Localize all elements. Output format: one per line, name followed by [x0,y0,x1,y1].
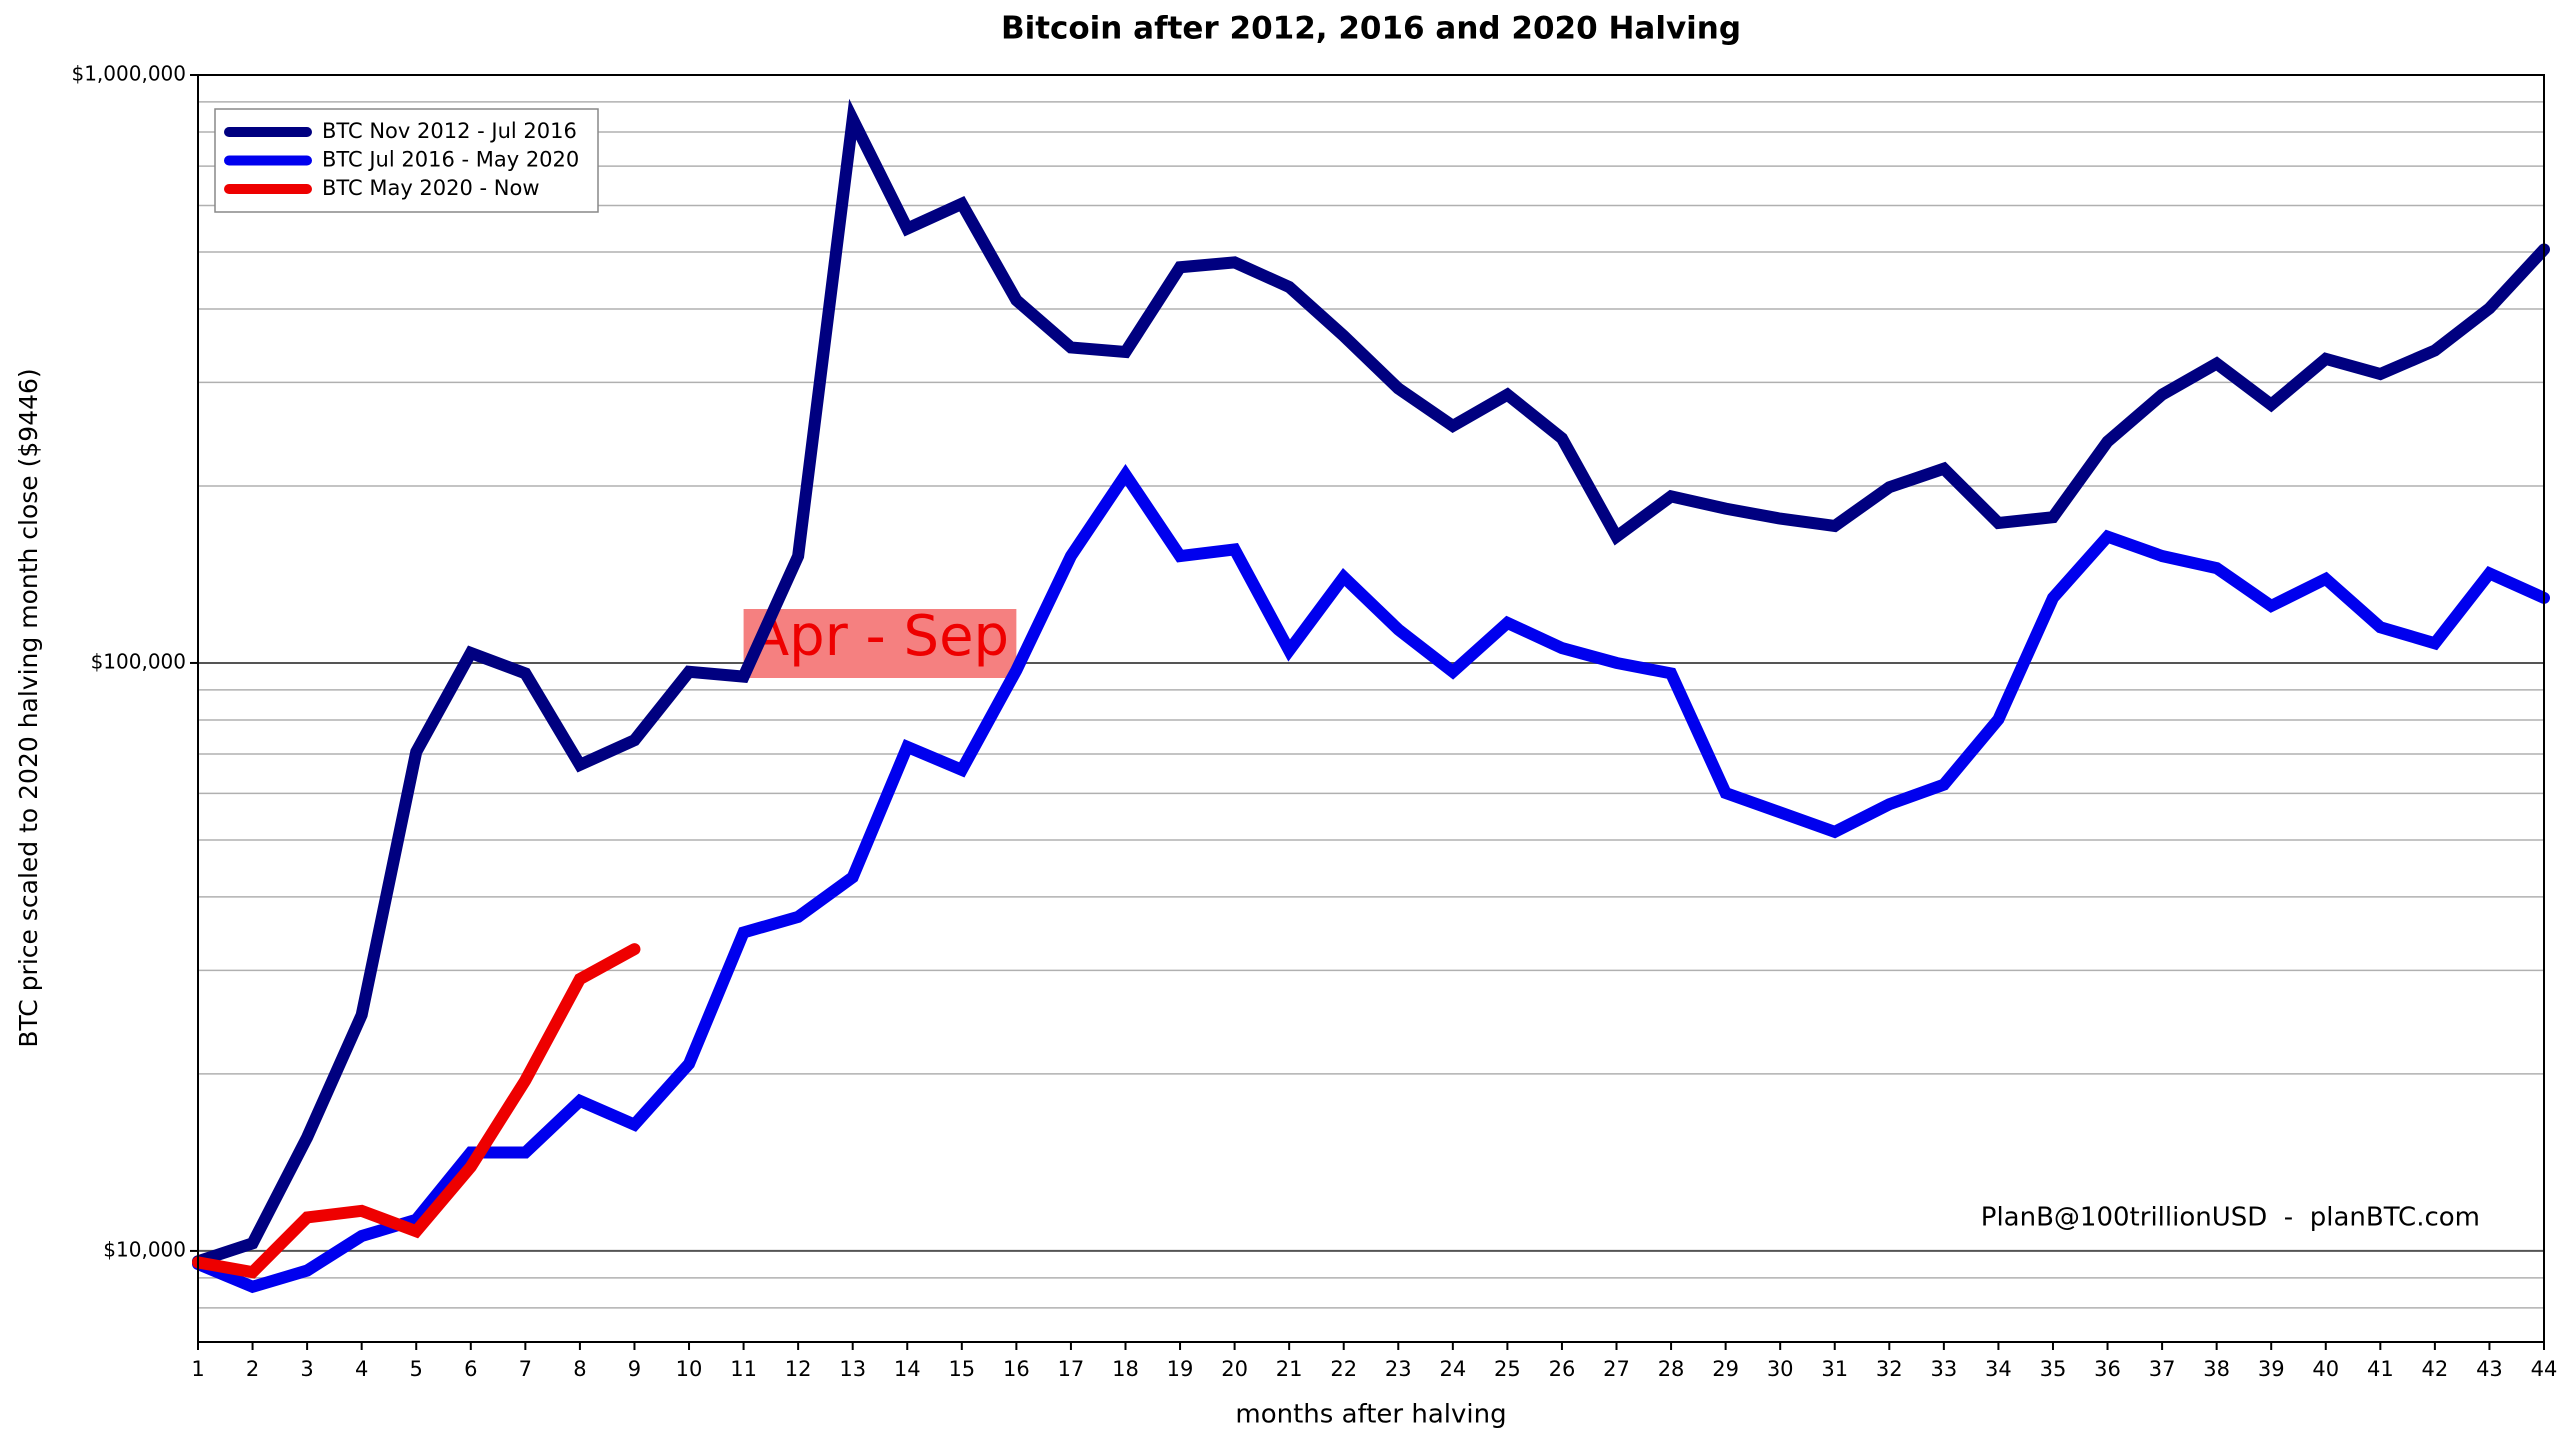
legend-label: BTC May 2020 - Now [322,176,540,200]
x-tick-label: 43 [2476,1357,2503,1381]
series-line [192,463,2550,1294]
legend-label: BTC Jul 2016 - May 2020 [322,148,579,172]
x-tick-label: 40 [2312,1357,2339,1381]
series-line [192,943,641,1279]
x-tick-label: 3 [300,1357,313,1381]
x-tick-label: 7 [519,1357,532,1381]
x-tick-label: 1 [191,1357,204,1381]
chart-title: Bitcoin after 2012, 2016 and 2020 Halvin… [1001,11,1741,47]
x-tick-label: 37 [2149,1357,2176,1381]
x-tick-label: 26 [1549,1357,1576,1381]
x-tick-label: 39 [2258,1357,2285,1381]
x-tick-label: 14 [894,1357,921,1381]
x-tick-label: 19 [1167,1357,1194,1381]
x-tick-label: 6 [464,1357,477,1381]
x-tick-label: 4 [355,1357,368,1381]
x-tick-label: 16 [1003,1357,1030,1381]
x-tick-label: 20 [1221,1357,1248,1381]
y-tick-label: $10,000 [103,1237,186,1261]
plot-frame [197,74,2545,1343]
y-tick-label: $1,000,000 [71,62,186,86]
x-tick-label: 30 [1767,1357,1794,1381]
y-tick-label: $100,000 [91,649,186,673]
y-axis-label: BTC price scaled to 2020 halving month c… [14,368,43,1047]
highlight-label: Apr - Sep [751,604,1009,669]
x-tick-label: 5 [410,1357,423,1381]
x-tick-label: 25 [1494,1357,1521,1381]
x-tick-label: 31 [1821,1357,1848,1381]
x-tick-label: 33 [1930,1357,1957,1381]
x-tick-label: 27 [1603,1357,1630,1381]
x-tick-label: 28 [1658,1357,1685,1381]
x-tick-label: 23 [1385,1357,1412,1381]
x-tick-label: 8 [573,1357,586,1381]
x-tick-label: 12 [785,1357,812,1381]
x-tick-label: 15 [948,1357,975,1381]
x-axis-label: months after halving [1235,1400,1506,1430]
x-tick-label: 21 [1276,1357,1303,1381]
x-tick-label: 9 [628,1357,641,1381]
x-tick-label: 17 [1058,1357,1085,1381]
watermark: PlanB@100trillionUSD - planBTC.com [1981,1203,2480,1233]
x-tick-label: 38 [2203,1357,2230,1381]
x-tick-label: 24 [1439,1357,1466,1381]
x-tick-label: 35 [2040,1357,2067,1381]
x-tick-label: 11 [730,1357,757,1381]
x-tick-label: 36 [2094,1357,2121,1381]
x-tick-label: 32 [1876,1357,1903,1381]
series-line [192,98,2550,1268]
x-tick-label: 42 [2422,1357,2449,1381]
x-tick-label: 10 [676,1357,703,1381]
x-tick-label: 2 [246,1357,259,1381]
x-tick-label: 34 [1985,1357,2012,1381]
legend-label: BTC Nov 2012 - Jul 2016 [322,119,577,143]
x-tick-label: 13 [839,1357,866,1381]
x-tick-label: 44 [2531,1357,2558,1381]
x-tick-label: 18 [1112,1357,1139,1381]
x-tick-label: 29 [1712,1357,1739,1381]
x-tick-label: 41 [2367,1357,2394,1381]
highlight-box [743,609,1017,678]
x-tick-label: 22 [1330,1357,1357,1381]
